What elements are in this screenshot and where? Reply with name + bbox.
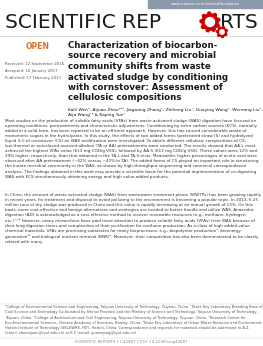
Polygon shape [200, 12, 220, 32]
Text: SCIENTIFIC REPORTS | 7:42887 | DOI: 10.1038/srep42887: SCIENTIFIC REPORTS | 7:42887 | DOI: 10.1… [75, 340, 187, 344]
Text: Most studies on the production of volatile fatty acids (VFAs) from waste activat: Most studies on the production of volati… [5, 119, 259, 179]
Text: In China, the amount of waste activated sludge (WAS) from wastewater treatment p: In China, the amount of waste activated … [5, 193, 261, 244]
Text: with cornstover: Assessment of: with cornstover: Assessment of [68, 83, 223, 92]
Text: Accepted: 16 January 2017: Accepted: 16 January 2017 [5, 69, 58, 73]
Polygon shape [216, 27, 227, 37]
Text: community shifts from waste: community shifts from waste [68, 62, 211, 71]
Text: OPEN: OPEN [26, 42, 50, 51]
Text: Characterization of biocarbon-: Characterization of biocarbon- [68, 41, 217, 50]
Circle shape [220, 30, 224, 34]
Text: SCIENTIFIC REP: SCIENTIFIC REP [5, 13, 161, 33]
Text: activated sludge by conditioning: activated sludge by conditioning [68, 73, 228, 82]
Text: www.nature.com/scientificreports: www.nature.com/scientificreports [171, 2, 240, 6]
Text: cellulosic compositions: cellulosic compositions [68, 93, 181, 102]
Text: Kaili Wen¹, Aijuan Zhou¹²³, Jiaguang Zhang¹, Zhihong Liu¹, Guoying Wang¹, Wenron: Kaili Wen¹, Aijuan Zhou¹²³, Jiaguang Zha… [68, 107, 263, 117]
Text: ¹College of Environmental Science and Engineering, Taiyuan University of Technol: ¹College of Environmental Science and En… [5, 305, 263, 335]
Bar [148, 0, 263, 8]
Text: Received: 12 September 2016: Received: 12 September 2016 [5, 62, 64, 66]
Circle shape [205, 18, 215, 27]
Text: source recovery and microbial: source recovery and microbial [68, 52, 216, 61]
Text: Published: 17 February 2017: Published: 17 February 2017 [5, 76, 61, 80]
Text: RTS: RTS [220, 13, 258, 33]
